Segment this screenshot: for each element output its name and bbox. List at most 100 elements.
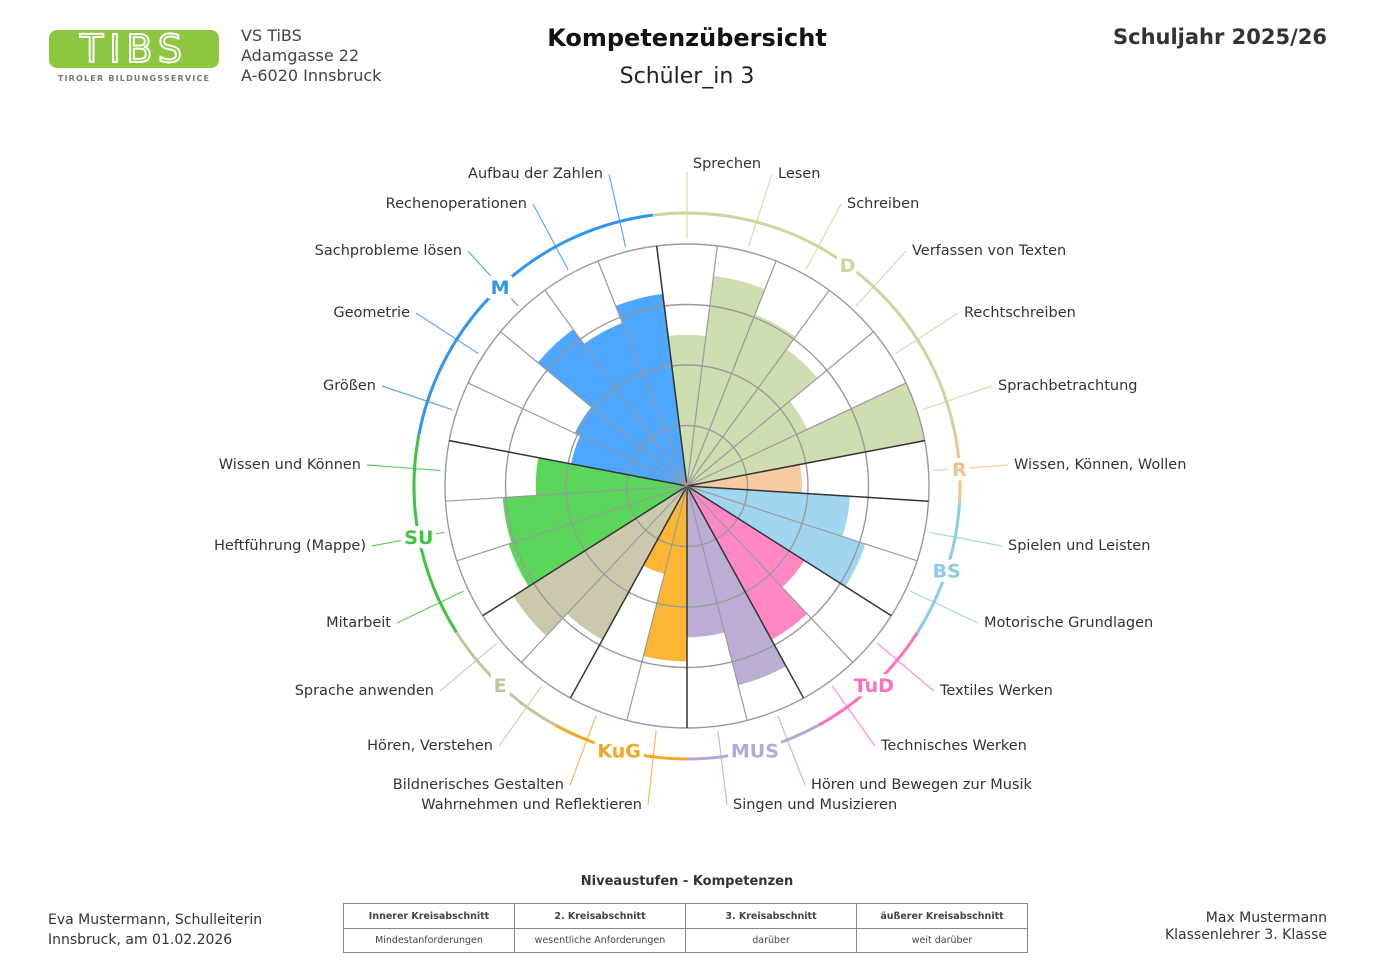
bar-motorische-grundlagen bbox=[687, 486, 866, 587]
leader-line bbox=[467, 250, 519, 307]
grid-spoke bbox=[686, 260, 777, 487]
group-label-tud: TuD bbox=[854, 675, 894, 697]
grid-spoke bbox=[467, 382, 688, 487]
school-year: Schuljahr 2025/26 bbox=[1113, 25, 1327, 49]
group-label-bs: BS bbox=[933, 560, 961, 582]
principal-signature: Eva Mustermann, Schulleiterin Innsbruck,… bbox=[48, 910, 262, 950]
competence-label: Hören, Verstehen bbox=[367, 738, 493, 754]
group-divider bbox=[686, 485, 892, 617]
grid-spoke bbox=[686, 485, 918, 562]
competence-label: Sprechen bbox=[693, 156, 761, 172]
teacher-name: Max Mustermann bbox=[1205, 910, 1327, 926]
leader-line bbox=[933, 464, 1009, 472]
leader-line bbox=[747, 173, 773, 247]
leader-line bbox=[532, 203, 569, 270]
leader-line bbox=[381, 385, 453, 411]
legend-description: weit darüber bbox=[856, 928, 1028, 953]
competence-label: Größen bbox=[323, 378, 376, 394]
competence-label: Sprachbetrachtung bbox=[998, 378, 1138, 394]
leader-line bbox=[608, 173, 627, 247]
bar-hören-und-bewegen-zur-musik bbox=[687, 486, 787, 686]
competence-label: Motorische Grundlagen bbox=[984, 615, 1153, 631]
leader-line bbox=[647, 730, 657, 806]
leader-line bbox=[371, 531, 445, 547]
school-city: A-6020 Innsbruck bbox=[241, 66, 382, 85]
leader-line bbox=[569, 715, 597, 786]
group-arc-mus bbox=[686, 723, 820, 761]
teacher-signature: Max Mustermann Klassenlehrer 3. Klasse bbox=[1165, 910, 1327, 944]
legend-header: Innerer Kreisabschnitt bbox=[343, 903, 515, 929]
leader-line bbox=[439, 642, 498, 692]
leader-line bbox=[498, 685, 543, 747]
competence-label: Hören und Bewegen zur Musik bbox=[811, 777, 1033, 793]
group-label-r: R bbox=[952, 459, 967, 481]
grid-spoke bbox=[686, 245, 718, 487]
competence-label: Singen und Musizieren bbox=[733, 797, 897, 813]
legend-header: 2. Kreisabschnitt bbox=[514, 903, 686, 929]
group-divider bbox=[686, 485, 929, 502]
school-address: VS TiBS Adamgasse 22 A-6020 Innsbruck bbox=[241, 26, 441, 86]
legend-table: Innerer Kreisabschnitt 2. Kreisabschnitt… bbox=[343, 903, 1028, 953]
competence-label: Spielen und Leisten bbox=[1008, 538, 1150, 554]
legend-header: 3. Kreisabschnitt bbox=[685, 903, 857, 929]
group-label-mus: MUS bbox=[731, 740, 779, 762]
competence-label: Geometrie bbox=[333, 305, 410, 321]
legend-title: Niveaustufen - Kompetenzen bbox=[580, 874, 794, 889]
grid-spoke bbox=[445, 485, 688, 502]
bar-sprechen bbox=[668, 334, 706, 486]
competence-label: Wissen und Können bbox=[219, 457, 361, 473]
group-divider bbox=[655, 245, 688, 487]
grid-spoke bbox=[500, 331, 688, 487]
legend-header: äußerer Kreisabschnitt bbox=[856, 903, 1028, 929]
legend-description: darüber bbox=[685, 928, 857, 953]
grid-spoke bbox=[686, 485, 748, 721]
principal-name: Eva Mustermann, Schulleiterin bbox=[48, 912, 263, 928]
competence-label: Schreiben bbox=[847, 196, 919, 212]
logo-subtitle: TIROLER BILDUNGSSERVICE bbox=[58, 74, 210, 83]
legend-description: wesentliche Anforderungen bbox=[514, 928, 686, 953]
group-divider bbox=[569, 485, 688, 699]
leader-line bbox=[396, 590, 464, 624]
group-arc-e bbox=[455, 631, 557, 727]
competence-label: Sachprobleme lösen bbox=[315, 243, 462, 259]
legend-header-row: Innerer Kreisabschnitt 2. Kreisabschnitt… bbox=[343, 903, 1028, 929]
competence-label: Verfassen von Texten bbox=[912, 243, 1066, 259]
competence-label: Mitarbeit bbox=[326, 615, 391, 631]
leader-line bbox=[415, 312, 479, 355]
group-divider bbox=[449, 439, 688, 487]
competence-label: Technisches Werken bbox=[880, 738, 1027, 754]
logo-text: TIBS bbox=[79, 28, 188, 71]
page-title: Kompetenzübersicht bbox=[547, 24, 827, 52]
group-label-kug: KuG bbox=[597, 740, 641, 762]
tibs-logo: TIBS TIROLER BILDUNGSSERVICE bbox=[49, 28, 219, 83]
place-date: Innsbruck, am 01.02.2026 bbox=[48, 932, 233, 948]
leader-line bbox=[855, 250, 907, 307]
group-arc-kug bbox=[554, 723, 688, 761]
leader-line bbox=[717, 730, 728, 806]
grid-spoke bbox=[686, 382, 907, 487]
group-arc-d bbox=[652, 211, 957, 436]
leader-line bbox=[805, 203, 842, 270]
group-arc-su bbox=[412, 434, 458, 634]
bar-sachprobleme-lösen bbox=[537, 329, 687, 486]
competence-label: Wahrnehmen und Reflektieren bbox=[421, 797, 642, 813]
grid-spoke bbox=[686, 289, 830, 487]
bar-rechtschreiben bbox=[687, 401, 808, 486]
bar-größen bbox=[571, 435, 687, 486]
competence-label: Sprache anwenden bbox=[295, 683, 434, 699]
grid-spoke bbox=[544, 289, 688, 487]
bar-rechenoperationen bbox=[583, 322, 687, 486]
bar-wissen-können-wollen bbox=[687, 464, 802, 494]
competence-label: Rechtschreiben bbox=[964, 305, 1076, 321]
bar-aufbau-der-zahlen bbox=[615, 293, 687, 486]
bar-heftführung-mappe- bbox=[502, 486, 687, 544]
grid-spoke bbox=[520, 485, 688, 663]
bar-sprache-anwenden bbox=[513, 486, 687, 636]
legend-description-row: Mindestanforderungen wesentliche Anforde… bbox=[343, 928, 1028, 953]
competence-label: Rechenoperationen bbox=[386, 196, 527, 212]
student-name: Schüler_in 3 bbox=[619, 64, 755, 89]
leader-line bbox=[366, 464, 441, 472]
grid-spoke bbox=[626, 485, 688, 721]
bar-technisches-werken bbox=[687, 486, 808, 640]
competence-label: Bildnerisches Gestalten bbox=[393, 777, 564, 793]
